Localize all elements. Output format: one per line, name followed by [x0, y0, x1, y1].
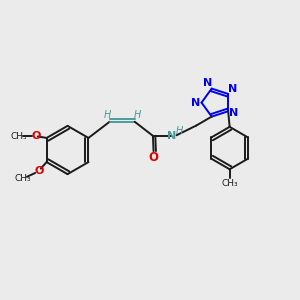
Text: N: N: [228, 84, 237, 94]
Text: CH₃: CH₃: [11, 132, 27, 141]
Text: CH₃: CH₃: [15, 174, 32, 183]
Text: O: O: [148, 151, 158, 164]
Text: N: N: [203, 78, 212, 88]
Text: H: H: [103, 110, 111, 120]
Text: H: H: [176, 126, 183, 136]
Text: H: H: [134, 110, 141, 120]
Text: O: O: [31, 131, 40, 142]
Text: O: O: [35, 167, 44, 176]
Text: N: N: [230, 108, 239, 118]
Text: CH₃: CH₃: [221, 179, 238, 188]
Text: N: N: [167, 131, 176, 141]
Text: N: N: [191, 98, 200, 108]
